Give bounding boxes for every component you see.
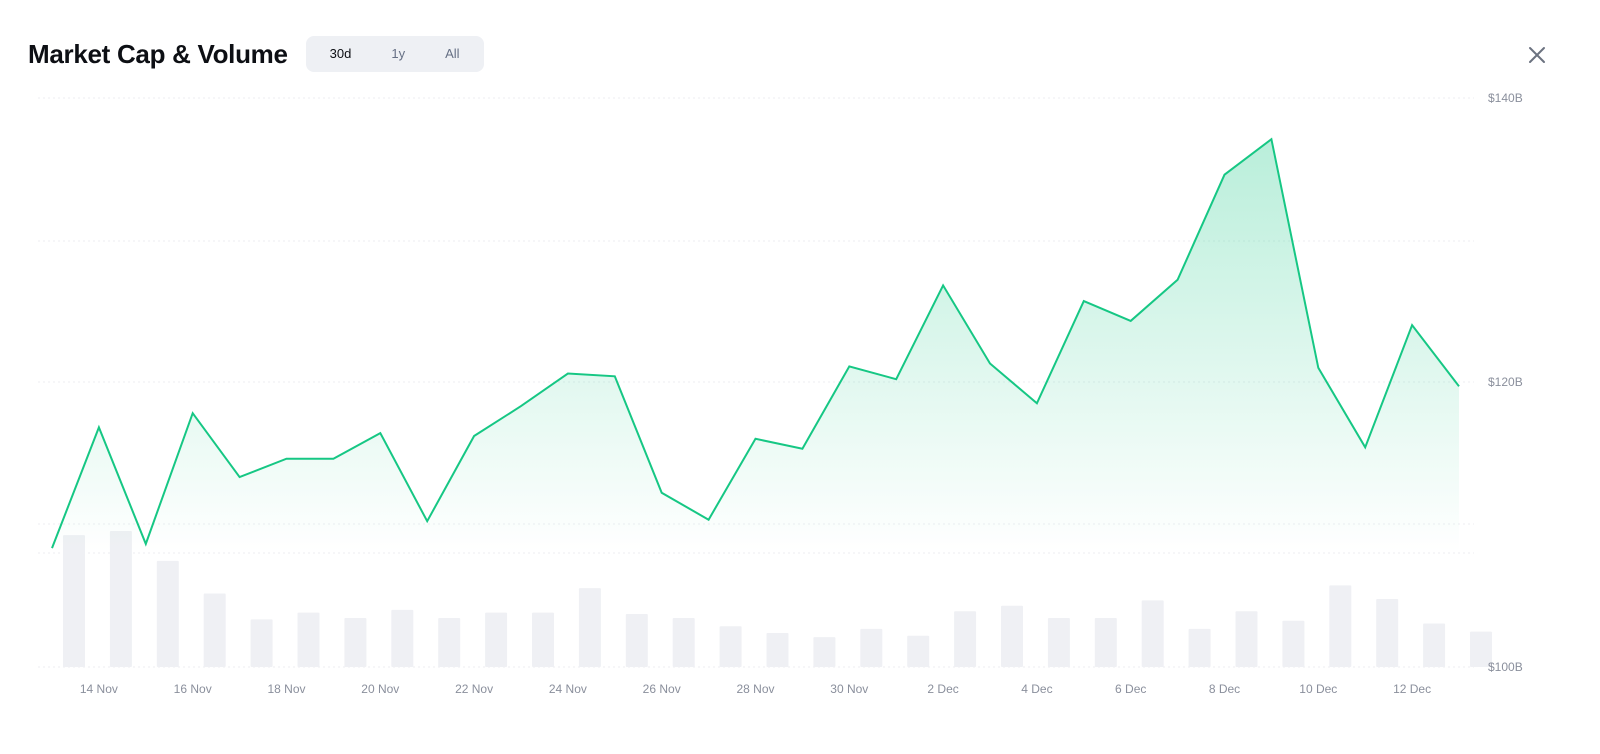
volume-bar — [1329, 585, 1352, 667]
volume-bar — [1188, 628, 1211, 667]
x-tick-label: 4 Dec — [1021, 682, 1052, 696]
volume-bar — [1282, 620, 1305, 667]
volume-bar — [63, 535, 85, 667]
volume-bar — [344, 618, 367, 667]
x-tick-label: 30 Nov — [830, 682, 868, 696]
volume-bar — [250, 619, 273, 667]
volume-bar — [1376, 599, 1399, 667]
tab-1y[interactable]: 1y — [391, 46, 406, 61]
x-tick-label: 20 Nov — [361, 682, 399, 696]
volume-bar — [813, 637, 836, 667]
volume-bar — [719, 626, 742, 667]
volume-bar — [391, 609, 414, 667]
price-series-line — [51, 137, 1460, 549]
x-tick-label: 8 Dec — [1209, 682, 1240, 696]
volume-bar — [1001, 605, 1023, 667]
tab-30d[interactable]: 30d — [329, 46, 352, 61]
volume-bar — [672, 618, 695, 667]
x-tick-label: 12 Dec — [1393, 682, 1431, 696]
volume-bar — [156, 560, 179, 667]
volume-bars — [63, 531, 1492, 667]
volume-bar — [625, 613, 648, 667]
x-tick-label: 14 Nov — [80, 682, 118, 696]
tab-all[interactable]: All — [445, 46, 460, 61]
y-tick-label: $140B — [1488, 91, 1523, 105]
volume-bar — [860, 628, 883, 667]
x-tick-label: 24 Nov — [549, 682, 587, 696]
volume-bar — [485, 612, 508, 667]
price-line — [51, 137, 1460, 549]
volume-bar — [532, 612, 554, 667]
price-area-fill — [52, 139, 1459, 553]
volume-bar — [1470, 631, 1492, 667]
y-tick-label: $100B — [1488, 660, 1523, 674]
volume-bar — [907, 635, 930, 667]
close-icon — [1529, 47, 1545, 63]
chart-header: Market Cap & Volume 30d 1y All — [28, 36, 484, 72]
volume-bar — [1094, 618, 1117, 667]
x-tick-label: 22 Nov — [455, 682, 493, 696]
chart-title: Market Cap & Volume — [28, 38, 288, 69]
volume-bar — [1423, 623, 1446, 667]
x-tick-label: 10 Dec — [1299, 682, 1337, 696]
y-tick-label: $120B — [1488, 375, 1523, 389]
volume-bar — [1235, 611, 1258, 667]
volume-bar — [766, 633, 789, 667]
x-axis-labels: 14 Nov 16 Nov 18 Nov 20 Nov 22 Nov 24 Nov 26 N… — [80, 682, 1431, 696]
price-area — [52, 139, 1459, 553]
x-tick-label: 26 Nov — [643, 682, 681, 696]
volume-bar — [1047, 618, 1070, 667]
volume-bar — [438, 618, 461, 667]
x-tick-label: 16 Nov — [174, 682, 212, 696]
y-axis-labels: $140B $120B $100B — [1488, 91, 1523, 674]
x-tick-label: 28 Nov — [736, 682, 774, 696]
x-tick-label: 6 Dec — [1115, 682, 1146, 696]
x-tick-label: 2 Dec — [927, 682, 958, 696]
volume-bar — [203, 593, 226, 667]
range-tabs: 30d 1y All — [305, 36, 484, 72]
close-button[interactable] — [1526, 44, 1548, 66]
x-tick-label: 18 Nov — [267, 682, 305, 696]
volume-bar — [109, 531, 132, 667]
volume-bar — [297, 612, 320, 667]
volume-bar — [578, 588, 601, 667]
volume-bar — [1141, 600, 1164, 667]
volume-bar — [954, 611, 977, 667]
